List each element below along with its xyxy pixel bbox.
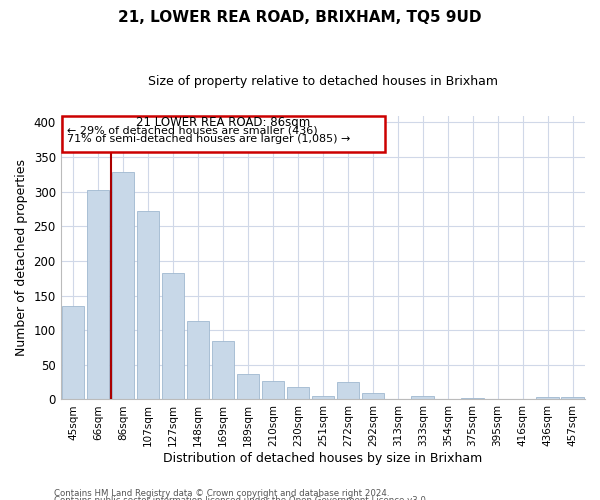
Bar: [87, 190, 109, 400]
Text: Contains HM Land Registry data © Crown copyright and database right 2024.: Contains HM Land Registry data © Crown c…: [54, 488, 389, 498]
Bar: [536, 398, 559, 400]
Bar: [461, 398, 484, 400]
Bar: [162, 272, 184, 400]
Bar: [112, 172, 134, 400]
Bar: [62, 306, 85, 400]
Bar: [236, 374, 259, 400]
Text: 21 LOWER REA ROAD: 86sqm: 21 LOWER REA ROAD: 86sqm: [136, 116, 311, 129]
Bar: [337, 382, 359, 400]
Bar: [412, 396, 434, 400]
Bar: [561, 398, 584, 400]
Text: ← 29% of detached houses are smaller (436): ← 29% of detached houses are smaller (43…: [67, 126, 317, 136]
Bar: [187, 321, 209, 400]
Bar: [287, 387, 309, 400]
Bar: [262, 381, 284, 400]
Text: 21, LOWER REA ROAD, BRIXHAM, TQ5 9UD: 21, LOWER REA ROAD, BRIXHAM, TQ5 9UD: [118, 10, 482, 25]
Text: Contains public sector information licensed under the Open Government Licence v3: Contains public sector information licen…: [54, 496, 428, 500]
Bar: [212, 342, 234, 400]
X-axis label: Distribution of detached houses by size in Brixham: Distribution of detached houses by size …: [163, 452, 482, 465]
Text: 71% of semi-detached houses are larger (1,085) →: 71% of semi-detached houses are larger (…: [67, 134, 350, 144]
Title: Size of property relative to detached houses in Brixham: Size of property relative to detached ho…: [148, 75, 498, 88]
FancyBboxPatch shape: [62, 116, 385, 152]
Y-axis label: Number of detached properties: Number of detached properties: [15, 159, 28, 356]
Bar: [311, 396, 334, 400]
Bar: [137, 211, 159, 400]
Bar: [362, 392, 384, 400]
